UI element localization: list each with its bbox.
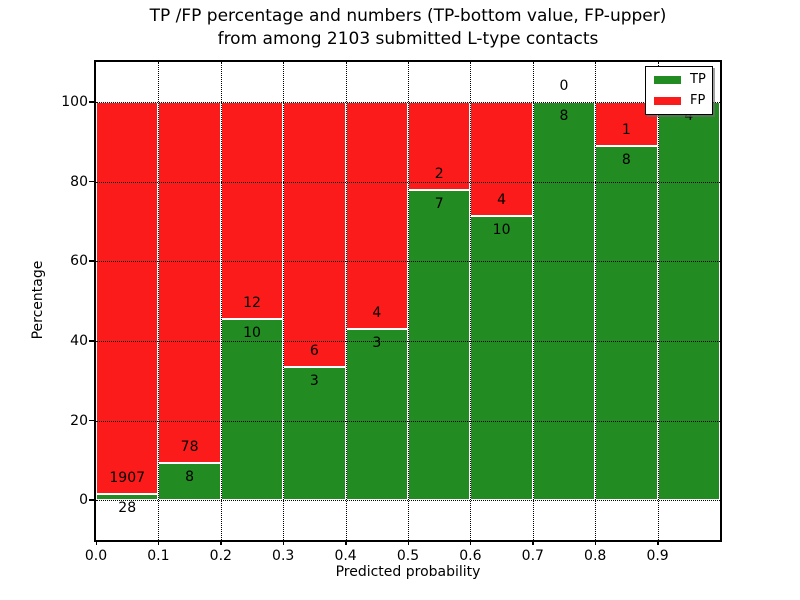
bar-segment-tp xyxy=(595,146,658,501)
tp-count-label: 28 xyxy=(118,500,137,517)
y-tick xyxy=(89,180,94,183)
fp-color-swatch xyxy=(654,97,681,105)
bar-segment-tp xyxy=(532,101,596,501)
x-tick xyxy=(282,540,285,545)
tp-count-label: 8 xyxy=(559,107,569,124)
x-tick xyxy=(407,540,409,545)
bar-segment-fp xyxy=(408,101,471,191)
tp-count-label: 10 xyxy=(243,325,261,342)
v-gridline-0.3 xyxy=(283,62,285,540)
fp-count-label: 1 xyxy=(621,122,631,139)
bar-segment-fp xyxy=(96,101,159,495)
bar-segment-fp xyxy=(158,101,221,464)
x-tick-label: 0.1 xyxy=(147,548,170,564)
x-tick-label: 0.9 xyxy=(646,548,669,564)
plot-area: 1907287881210634327410081804 TP FP xyxy=(94,60,722,542)
tp-count-label: 7 xyxy=(434,196,444,213)
x-tick xyxy=(95,540,97,545)
v-gridline-0.9 xyxy=(657,62,659,540)
tp-count-label: 8 xyxy=(621,152,631,169)
legend-item-fp: FP xyxy=(654,93,706,108)
v-gridline-0.4 xyxy=(345,62,347,540)
x-tick xyxy=(532,540,534,545)
chart-title-line1: TP /FP percentage and numbers (TP-bottom… xyxy=(149,6,667,26)
legend-item-tp: TP xyxy=(654,72,706,87)
y-tick-label: 0 xyxy=(79,492,88,509)
tp-count-label: 4 xyxy=(684,107,694,124)
y-tick xyxy=(89,101,94,103)
bar-segment-tp xyxy=(470,215,533,501)
legend: TP FP xyxy=(645,66,713,115)
x-tick-label: 0.4 xyxy=(334,548,357,564)
y-tick xyxy=(89,260,94,262)
v-gridline-0.7 xyxy=(532,62,534,540)
y-tick-label: 20 xyxy=(70,412,88,429)
bar-segment-tp xyxy=(283,367,346,501)
fp-count-label: 4 xyxy=(372,305,382,322)
v-gridline-0.2 xyxy=(220,62,222,540)
y-axis-label: Percentage xyxy=(30,260,46,340)
x-tick xyxy=(157,540,160,545)
bar-segment-fp xyxy=(470,101,533,216)
v-gridline-0.1 xyxy=(158,62,160,540)
tp-count-label: 8 xyxy=(185,469,195,486)
bar-segment-tp xyxy=(345,329,408,501)
y-tick-label: 80 xyxy=(70,173,88,190)
v-gridline-0.8 xyxy=(595,62,597,540)
tp-count-label: 3 xyxy=(372,335,382,352)
legend-label-tp: TP xyxy=(690,72,706,87)
fp-count-label: 12 xyxy=(243,295,261,312)
bar-segment-fp xyxy=(220,101,284,320)
y-tick xyxy=(89,499,94,501)
x-tick-label: 0.3 xyxy=(272,548,295,564)
y-tick-label: 100 xyxy=(61,93,88,110)
fp-count-label: 4 xyxy=(497,191,507,208)
chart-title: TP /FP percentage and numbers (TP-bottom… xyxy=(96,5,720,51)
x-tick xyxy=(220,540,222,545)
x-tick-label: 0.0 xyxy=(84,548,108,564)
y-tick xyxy=(89,419,94,422)
legend-label-fp: FP xyxy=(690,93,706,108)
v-gridline-0.5 xyxy=(408,62,409,540)
bar-segment-tp xyxy=(158,463,221,501)
x-tick-label: 0.7 xyxy=(521,548,544,564)
fp-count-label: 78 xyxy=(180,439,199,456)
fp-count-label: 1907 xyxy=(109,470,146,487)
tp-count-label: 3 xyxy=(309,373,319,390)
y-tick-label: 40 xyxy=(70,332,88,349)
bar-segment-tp xyxy=(408,190,471,501)
bar-segment-fp xyxy=(345,101,408,330)
bar-segment-tp xyxy=(220,319,284,501)
chart-title-line2: from among 2103 submitted L-type contact… xyxy=(217,29,599,49)
fp-count-label: 0 xyxy=(559,77,569,94)
y-tick-label: 60 xyxy=(70,253,88,270)
x-tick xyxy=(594,540,597,545)
fp-count-label: 6 xyxy=(309,343,319,360)
tp-count-label: 10 xyxy=(492,221,511,238)
bar-segment-tp xyxy=(657,101,720,501)
x-tick xyxy=(345,540,347,545)
x-tick xyxy=(469,540,472,545)
x-tick-label: 0.8 xyxy=(584,548,607,564)
v-gridline-0.6 xyxy=(470,62,472,540)
bar-segment-fp xyxy=(283,101,346,368)
bar-segment-tp xyxy=(96,494,159,501)
x-tick-label: 0.6 xyxy=(459,548,482,564)
x-tick-label: 0.5 xyxy=(396,548,420,564)
y-tick xyxy=(89,340,94,342)
tp-color-swatch xyxy=(654,76,681,84)
x-tick-label: 0.2 xyxy=(209,548,232,564)
fp-count-label: 2 xyxy=(434,166,444,183)
x-tick xyxy=(657,540,659,545)
x-axis-label: Predicted probability xyxy=(335,564,481,580)
